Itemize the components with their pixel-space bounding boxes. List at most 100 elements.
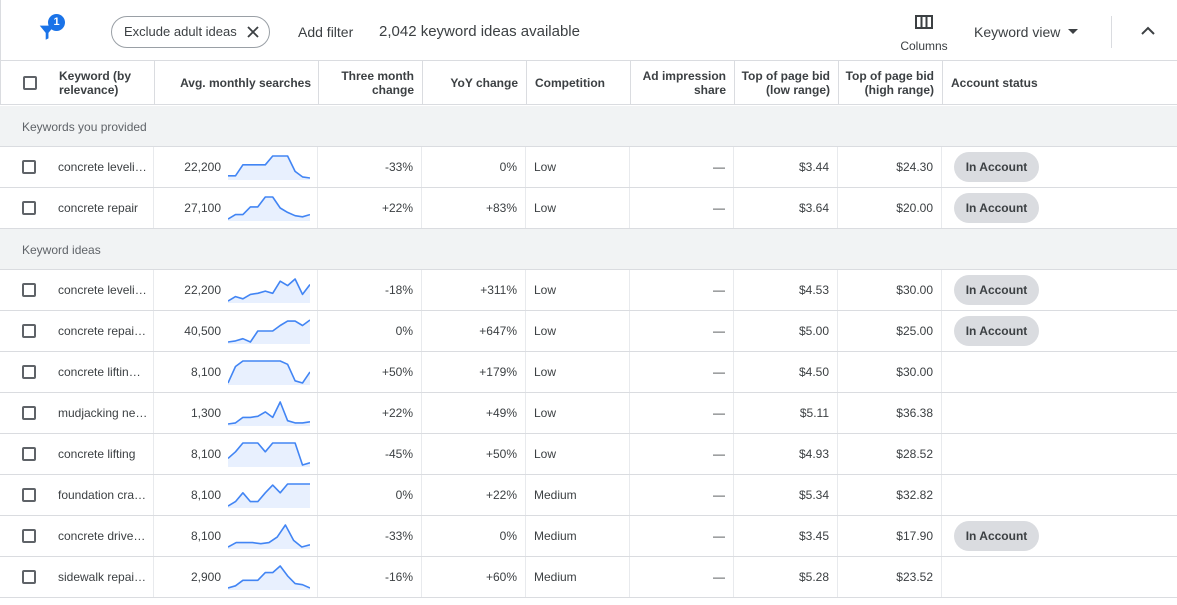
keyword-cell[interactable]: concrete liftin…	[58, 365, 141, 379]
close-icon[interactable]	[246, 25, 260, 39]
trend-sparkline	[228, 360, 310, 385]
cell-divider	[317, 352, 318, 392]
three-month-change-cell: -33%	[384, 529, 413, 543]
bid-low-cell: $4.53	[798, 283, 829, 297]
three-month-change-cell: 0%	[395, 324, 413, 338]
column-header-avg-searches[interactable]: Avg. monthly searches	[180, 76, 311, 90]
column-divider	[526, 61, 527, 105]
table-row[interactable]: foundation cra… 8,100 0% +22% Medium — $5.34 $3…	[0, 475, 1177, 516]
column-header-yoy-change[interactable]: YoY change	[450, 76, 518, 90]
cell-divider	[733, 352, 734, 392]
toolbar: 1 Exclude adult ideas Add filter 2,042 k…	[0, 0, 1177, 61]
cell-divider	[421, 516, 422, 556]
filter-button[interactable]: 1	[29, 13, 69, 49]
cell-divider	[629, 188, 630, 228]
row-checkbox[interactable]	[22, 365, 36, 379]
row-checkbox[interactable]	[22, 447, 36, 461]
bid-high-cell: $23.52	[896, 570, 933, 584]
table-row[interactable]: sidewalk repai… 2,900 -16% +60% Medium — $5.28…	[0, 557, 1177, 598]
yoy-change-cell: +49%	[485, 406, 517, 420]
avg-searches-cell: 2,900	[190, 570, 221, 584]
row-checkbox[interactable]	[22, 570, 36, 584]
keyword-view-dropdown[interactable]: Keyword view	[974, 24, 1079, 40]
keyword-cell[interactable]: concrete repai…	[58, 324, 147, 338]
ad-impression-share-cell: —	[713, 447, 725, 461]
section-label: Keyword ideas	[22, 243, 101, 257]
chip-label: Exclude adult ideas	[124, 24, 237, 39]
cell-divider	[153, 311, 154, 351]
keyword-cell[interactable]: concrete leveli…	[58, 160, 147, 174]
bid-high-cell: $36.38	[896, 406, 933, 420]
ad-impression-share-cell: —	[713, 406, 725, 420]
cell-divider	[733, 270, 734, 310]
row-checkbox[interactable]	[22, 160, 36, 174]
cell-divider	[317, 311, 318, 351]
avg-searches-cell: 8,100	[190, 488, 221, 502]
ad-impression-share-cell: —	[713, 324, 725, 338]
keyword-cell[interactable]: sidewalk repai…	[58, 570, 147, 584]
cell-divider	[153, 475, 154, 515]
cell-divider	[629, 393, 630, 433]
column-header-ad-impression-share[interactable]: Ad impression share	[642, 69, 726, 97]
keyword-cell[interactable]: foundation cra…	[58, 488, 147, 502]
bid-low-cell: $3.64	[798, 201, 829, 215]
dropdown-caret-icon	[1068, 29, 1079, 34]
row-checkbox[interactable]	[22, 283, 36, 297]
column-header-three-month-change[interactable]: Three month change	[341, 69, 414, 97]
table-row[interactable]: concrete repair 27,100 +22% +83% Low — $3.64 $2…	[0, 188, 1177, 229]
bid-high-cell: $25.00	[896, 324, 933, 338]
row-checkbox[interactable]	[22, 406, 36, 420]
cell-divider	[153, 188, 154, 228]
add-filter-button[interactable]: Add filter	[298, 24, 354, 40]
exclude-adult-ideas-chip[interactable]: Exclude adult ideas	[111, 16, 270, 48]
trend-sparkline	[228, 278, 310, 303]
column-divider	[838, 61, 839, 105]
keyword-cell[interactable]: concrete drive…	[58, 529, 146, 543]
cell-divider	[153, 393, 154, 433]
ideas-count: 2,042 keyword ideas available	[379, 23, 580, 40]
table-row[interactable]: concrete repai… 40,500 0% +647% Low — $5.00 $25…	[0, 311, 1177, 352]
table-row[interactable]: concrete leveli… 22,200 -18% +311% Low — $4.53…	[0, 270, 1177, 311]
cell-divider	[421, 557, 422, 597]
cell-divider	[941, 311, 942, 351]
column-header-bid-low[interactable]: Top of page bid (low range)	[741, 69, 830, 97]
column-header-account-status[interactable]: Account status	[951, 76, 1038, 90]
column-header-competition[interactable]: Competition	[535, 76, 605, 90]
cell-divider	[837, 270, 838, 310]
cell-divider	[941, 270, 942, 310]
ad-impression-share-cell: —	[713, 488, 725, 502]
keyword-cell[interactable]: concrete lifting	[58, 447, 136, 461]
cell-divider	[837, 516, 838, 556]
columns-button[interactable]: Columns	[896, 13, 952, 57]
table-row[interactable]: mudjacking ne… 1,300 +22% +49% Low — $5.11 $36.…	[0, 393, 1177, 434]
bid-high-cell: $24.30	[896, 160, 933, 174]
keyword-cell[interactable]: concrete leveli…	[58, 283, 147, 297]
select-all-checkbox[interactable]	[23, 76, 37, 90]
table-row[interactable]: concrete lifting 8,100 -45% +50% Low — $4.93 $2…	[0, 434, 1177, 475]
column-header-bid-high[interactable]: Top of page bid (high range)	[845, 69, 934, 97]
table-row[interactable]: concrete drive… 8,100 -33% 0% Medium — $3.45 $1…	[0, 516, 1177, 557]
cell-divider	[837, 311, 838, 351]
cell-divider	[941, 557, 942, 597]
table-row[interactable]: concrete liftin… 8,100 +50% +179% Low — $4.50 $…	[0, 352, 1177, 393]
column-header-keyword[interactable]: Keyword (by relevance)	[59, 69, 132, 97]
cell-divider	[837, 393, 838, 433]
keyword-cell[interactable]: concrete repair	[58, 201, 139, 215]
column-divider	[734, 61, 735, 105]
row-checkbox[interactable]	[22, 529, 36, 543]
chevron-up-icon[interactable]	[1137, 22, 1159, 40]
cell-divider	[421, 475, 422, 515]
three-month-change-cell: -16%	[384, 570, 413, 584]
keyword-cell[interactable]: mudjacking ne…	[58, 406, 148, 420]
ad-impression-share-cell: —	[713, 283, 725, 297]
trend-sparkline	[228, 442, 310, 467]
row-checkbox[interactable]	[22, 201, 36, 215]
competition-cell: Medium	[534, 570, 577, 584]
competition-cell: Low	[534, 324, 557, 338]
row-checkbox[interactable]	[22, 324, 36, 338]
table-row[interactable]: concrete leveli… 22,200 -33% 0% Low — $3.44 $24…	[0, 147, 1177, 188]
columns-label: Columns	[900, 39, 948, 53]
avg-searches-cell: 22,200	[184, 160, 221, 174]
yoy-change-cell: 0%	[499, 160, 517, 174]
row-checkbox[interactable]	[22, 488, 36, 502]
